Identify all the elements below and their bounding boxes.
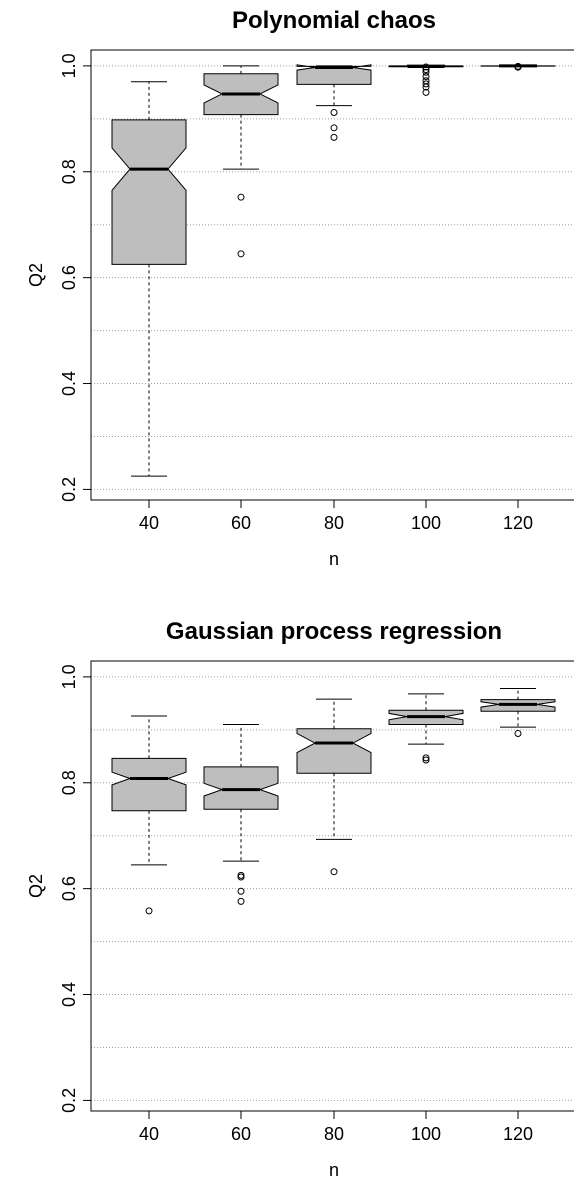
- x-tick-label: 100: [411, 1124, 441, 1144]
- outlier-point: [422, 83, 430, 91]
- x-tick-label: 40: [139, 1124, 159, 1144]
- box-40: [111, 715, 187, 915]
- y-axis: 0.2 0.4 0.6 0.8 1.0: [59, 664, 91, 1113]
- box-body: [203, 766, 279, 810]
- outlier-point: [422, 68, 430, 76]
- outlier-point: [330, 133, 338, 141]
- outlier-point: [330, 108, 338, 116]
- box-80: [296, 64, 372, 141]
- y-axis: 0.2 0.4 0.6 0.8 1.0: [59, 53, 91, 502]
- outlier-point: [330, 124, 338, 132]
- box-120: [480, 62, 556, 71]
- y-axis-label: Q2: [26, 263, 46, 287]
- chart-title: Polynomial chaos: [232, 7, 436, 34]
- x-tick-label: 60: [231, 513, 251, 533]
- y-tick-label: 0.4: [59, 371, 79, 396]
- x-axis-label: n: [329, 1160, 339, 1178]
- x-axis: 40 60 80 100 120: [139, 1110, 533, 1144]
- box-120: [480, 688, 556, 738]
- chart-panel-gaussian-process-regression: Gaussian process regression 0.2 0.4 0.6 0.8…: [26, 618, 574, 1178]
- x-tick-label: 100: [411, 513, 441, 533]
- box-100: [388, 693, 464, 764]
- x-axis: 40 60 80 100 120: [139, 499, 533, 533]
- y-tick-label: 1.0: [59, 664, 79, 689]
- y-tick-label: 0.6: [59, 876, 79, 901]
- box-60: [203, 65, 279, 258]
- box-body: [111, 757, 187, 812]
- x-tick-label: 40: [139, 513, 159, 533]
- y-tick-label: 0.4: [59, 982, 79, 1007]
- x-tick-label: 120: [503, 513, 533, 533]
- y-tick-label: 0.8: [59, 159, 79, 184]
- outlier-point: [237, 873, 245, 881]
- outlier-point: [422, 754, 430, 762]
- plot-frame: [90, 49, 574, 501]
- outlier-point: [422, 756, 430, 764]
- y-tick-label: 0.8: [59, 770, 79, 795]
- box-body: [111, 119, 187, 265]
- y-tick-label: 0.6: [59, 265, 79, 290]
- x-tick-label: 120: [503, 1124, 533, 1144]
- outlier-point: [237, 887, 245, 895]
- x-axis-label: n: [329, 549, 339, 569]
- y-axis-label: Q2: [26, 874, 46, 898]
- chart-title: Gaussian process regression: [166, 618, 502, 645]
- outlier-point: [422, 63, 430, 71]
- outlier-point: [514, 63, 522, 71]
- outlier-point: [237, 897, 245, 905]
- outlier-point: [422, 88, 430, 96]
- outlier-point: [422, 72, 430, 80]
- y-tick-label: 1.0: [59, 53, 79, 78]
- box-series: [111, 62, 556, 477]
- box-series: [111, 688, 556, 915]
- y-tick-label: 0.2: [59, 1088, 79, 1113]
- box-80: [296, 698, 372, 876]
- outlier-point: [237, 250, 245, 258]
- outlier-point: [514, 730, 522, 738]
- outlier-point: [422, 66, 430, 74]
- y-tick-label: 0.2: [59, 477, 79, 502]
- outlier-point: [422, 80, 430, 88]
- box-40: [111, 81, 187, 477]
- outlier-point: [330, 868, 338, 876]
- outlier-point: [145, 907, 153, 915]
- box-60: [203, 724, 279, 905]
- chart-panel-polynomial-chaos: Polynomial chaos 0.2 0.4 0.6 0.8 1.0 40 60 80 1…: [26, 7, 574, 569]
- x-tick-label: 80: [324, 513, 344, 533]
- x-tick-label: 80: [324, 1124, 344, 1144]
- box-body: [296, 64, 372, 85]
- x-tick-label: 60: [231, 1124, 251, 1144]
- outlier-point: [237, 193, 245, 201]
- box-100: [388, 63, 464, 96]
- box-body: [296, 728, 372, 774]
